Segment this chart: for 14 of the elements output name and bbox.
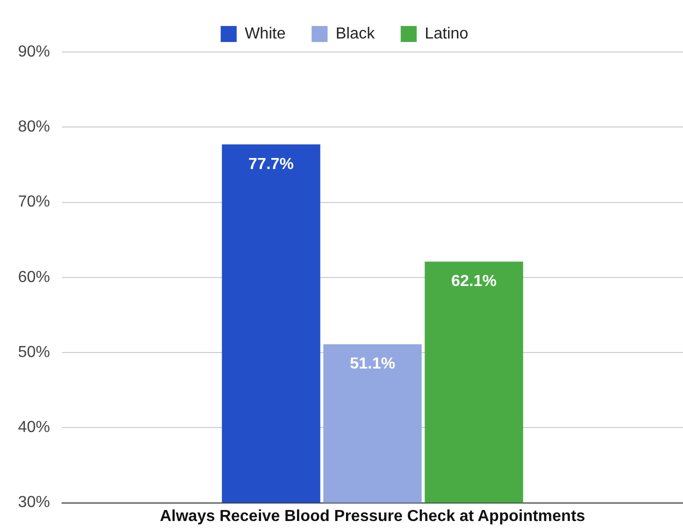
data-label: 62.1%: [451, 273, 497, 290]
y-tick-label: 40%: [18, 419, 50, 436]
y-tick-label: 90%: [18, 43, 50, 60]
x-tick-label: Always Receive Blood Pressure Check at Appointments: [160, 508, 586, 525]
y-tick-label: 60%: [18, 268, 50, 286]
y-tick-label: 50%: [18, 344, 50, 361]
legend-label: Latino: [424, 25, 468, 42]
data-label: 77.7%: [248, 156, 294, 173]
data-label: 51.1%: [350, 356, 396, 373]
y-tick-label: 30%: [18, 494, 50, 512]
legend-label: Black: [336, 25, 376, 42]
y-tick-label: 80%: [18, 118, 50, 136]
y-tick-label: 70%: [18, 194, 50, 211]
legend-label: White: [244, 25, 286, 42]
